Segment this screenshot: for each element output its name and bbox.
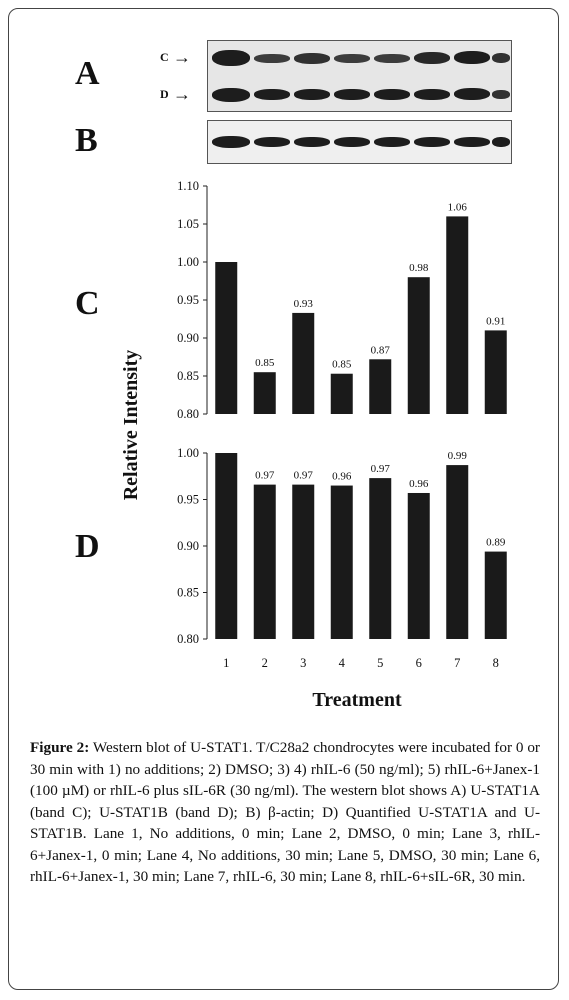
panel-label-c: C: [75, 285, 100, 322]
western-blot-b: [207, 120, 512, 164]
bar: [369, 478, 392, 639]
x-tick-label: 5: [377, 656, 383, 670]
y-tick-label: 0.85: [177, 369, 199, 383]
panel-label-a: A: [75, 55, 100, 92]
bar: [253, 372, 276, 414]
x-tick-label: 8: [493, 656, 499, 670]
data-label: 0.93: [294, 298, 314, 310]
y-tick-label: 0.80: [177, 407, 199, 421]
bar: [292, 484, 315, 639]
x-axis-title: Treatment: [312, 689, 402, 711]
bar: [253, 484, 276, 639]
bar: [484, 330, 507, 414]
data-label: 0.85: [255, 357, 275, 369]
y-axis-title: Relative Intensity: [120, 350, 142, 501]
data-label: 0.87: [371, 344, 391, 356]
data-label: 0.97: [294, 470, 314, 482]
bar: [330, 485, 353, 639]
arrow-icon: →: [173, 84, 191, 104]
data-label: 0.99: [448, 450, 468, 462]
band-d-label: D: [160, 87, 169, 101]
y-tick-label: 0.95: [177, 293, 199, 307]
data-label: 0.97: [255, 470, 275, 482]
y-tick-label: 0.85: [177, 586, 199, 600]
bar: [330, 373, 353, 414]
y-tick-label: 0.90: [177, 539, 199, 553]
bar-charts: 0.80 0.85 0.90 0.95 1.00 1.05 1.10 0.85 0.93 0.85…: [120, 179, 507, 711]
y-tick-label: 0.90: [177, 331, 199, 345]
western-blot-a: [207, 40, 512, 112]
x-tick-label: 7: [454, 656, 460, 670]
data-label: 0.89: [486, 537, 506, 549]
figure-frame: [8, 8, 559, 990]
y-tick-label: 1.00: [177, 446, 199, 460]
panel-label-d: D: [75, 528, 100, 565]
y-tick-label: 0.80: [177, 632, 199, 646]
bar: [484, 551, 507, 639]
x-tick-label: 6: [416, 656, 422, 670]
chart-d: 0.80 0.85 0.90 0.95 1.00 0.97 0.97 0.96 0.97 0.96…: [177, 446, 507, 646]
data-label: 0.96: [332, 471, 352, 483]
x-tick-label: 3: [300, 656, 306, 670]
data-label: 0.91: [486, 315, 505, 327]
bar: [292, 312, 315, 414]
figure-caption: Figure 2: Western blot of U-STAT1. T/C28…: [30, 737, 540, 888]
bar: [446, 216, 469, 414]
y-tick-label: 0.95: [177, 493, 199, 507]
x-axis-labels: 1 2 3 4 5 6 7 8: [223, 656, 499, 670]
y-tick-label: 1.00: [177, 255, 199, 269]
bar: [215, 262, 238, 414]
data-label: 1.06: [448, 201, 468, 213]
x-tick-label: 4: [339, 656, 346, 670]
caption-label: Figure 2:: [30, 739, 90, 756]
chart-c: 0.80 0.85 0.90 0.95 1.00 1.05 1.10 0.85 0.93 0.85…: [177, 179, 507, 421]
panel-label-b: B: [75, 122, 98, 159]
data-label: 0.97: [371, 463, 391, 475]
arrow-icon: →: [173, 47, 191, 67]
x-tick-label: 2: [262, 656, 268, 670]
data-label: 0.96: [409, 478, 429, 490]
band-c-label: C: [160, 50, 169, 64]
caption-text: Western blot of U-STAT1. T/C28a2 chondro…: [30, 739, 540, 885]
data-label: 0.98: [409, 262, 429, 274]
y-tick-label: 1.05: [177, 217, 199, 231]
y-tick-label: 1.10: [177, 179, 199, 193]
bar: [369, 359, 392, 414]
bar: [407, 277, 430, 414]
bar: [215, 453, 238, 639]
bar: [407, 492, 430, 639]
bar: [446, 465, 469, 639]
data-label: 0.85: [332, 359, 352, 371]
x-tick-label: 1: [223, 656, 229, 670]
